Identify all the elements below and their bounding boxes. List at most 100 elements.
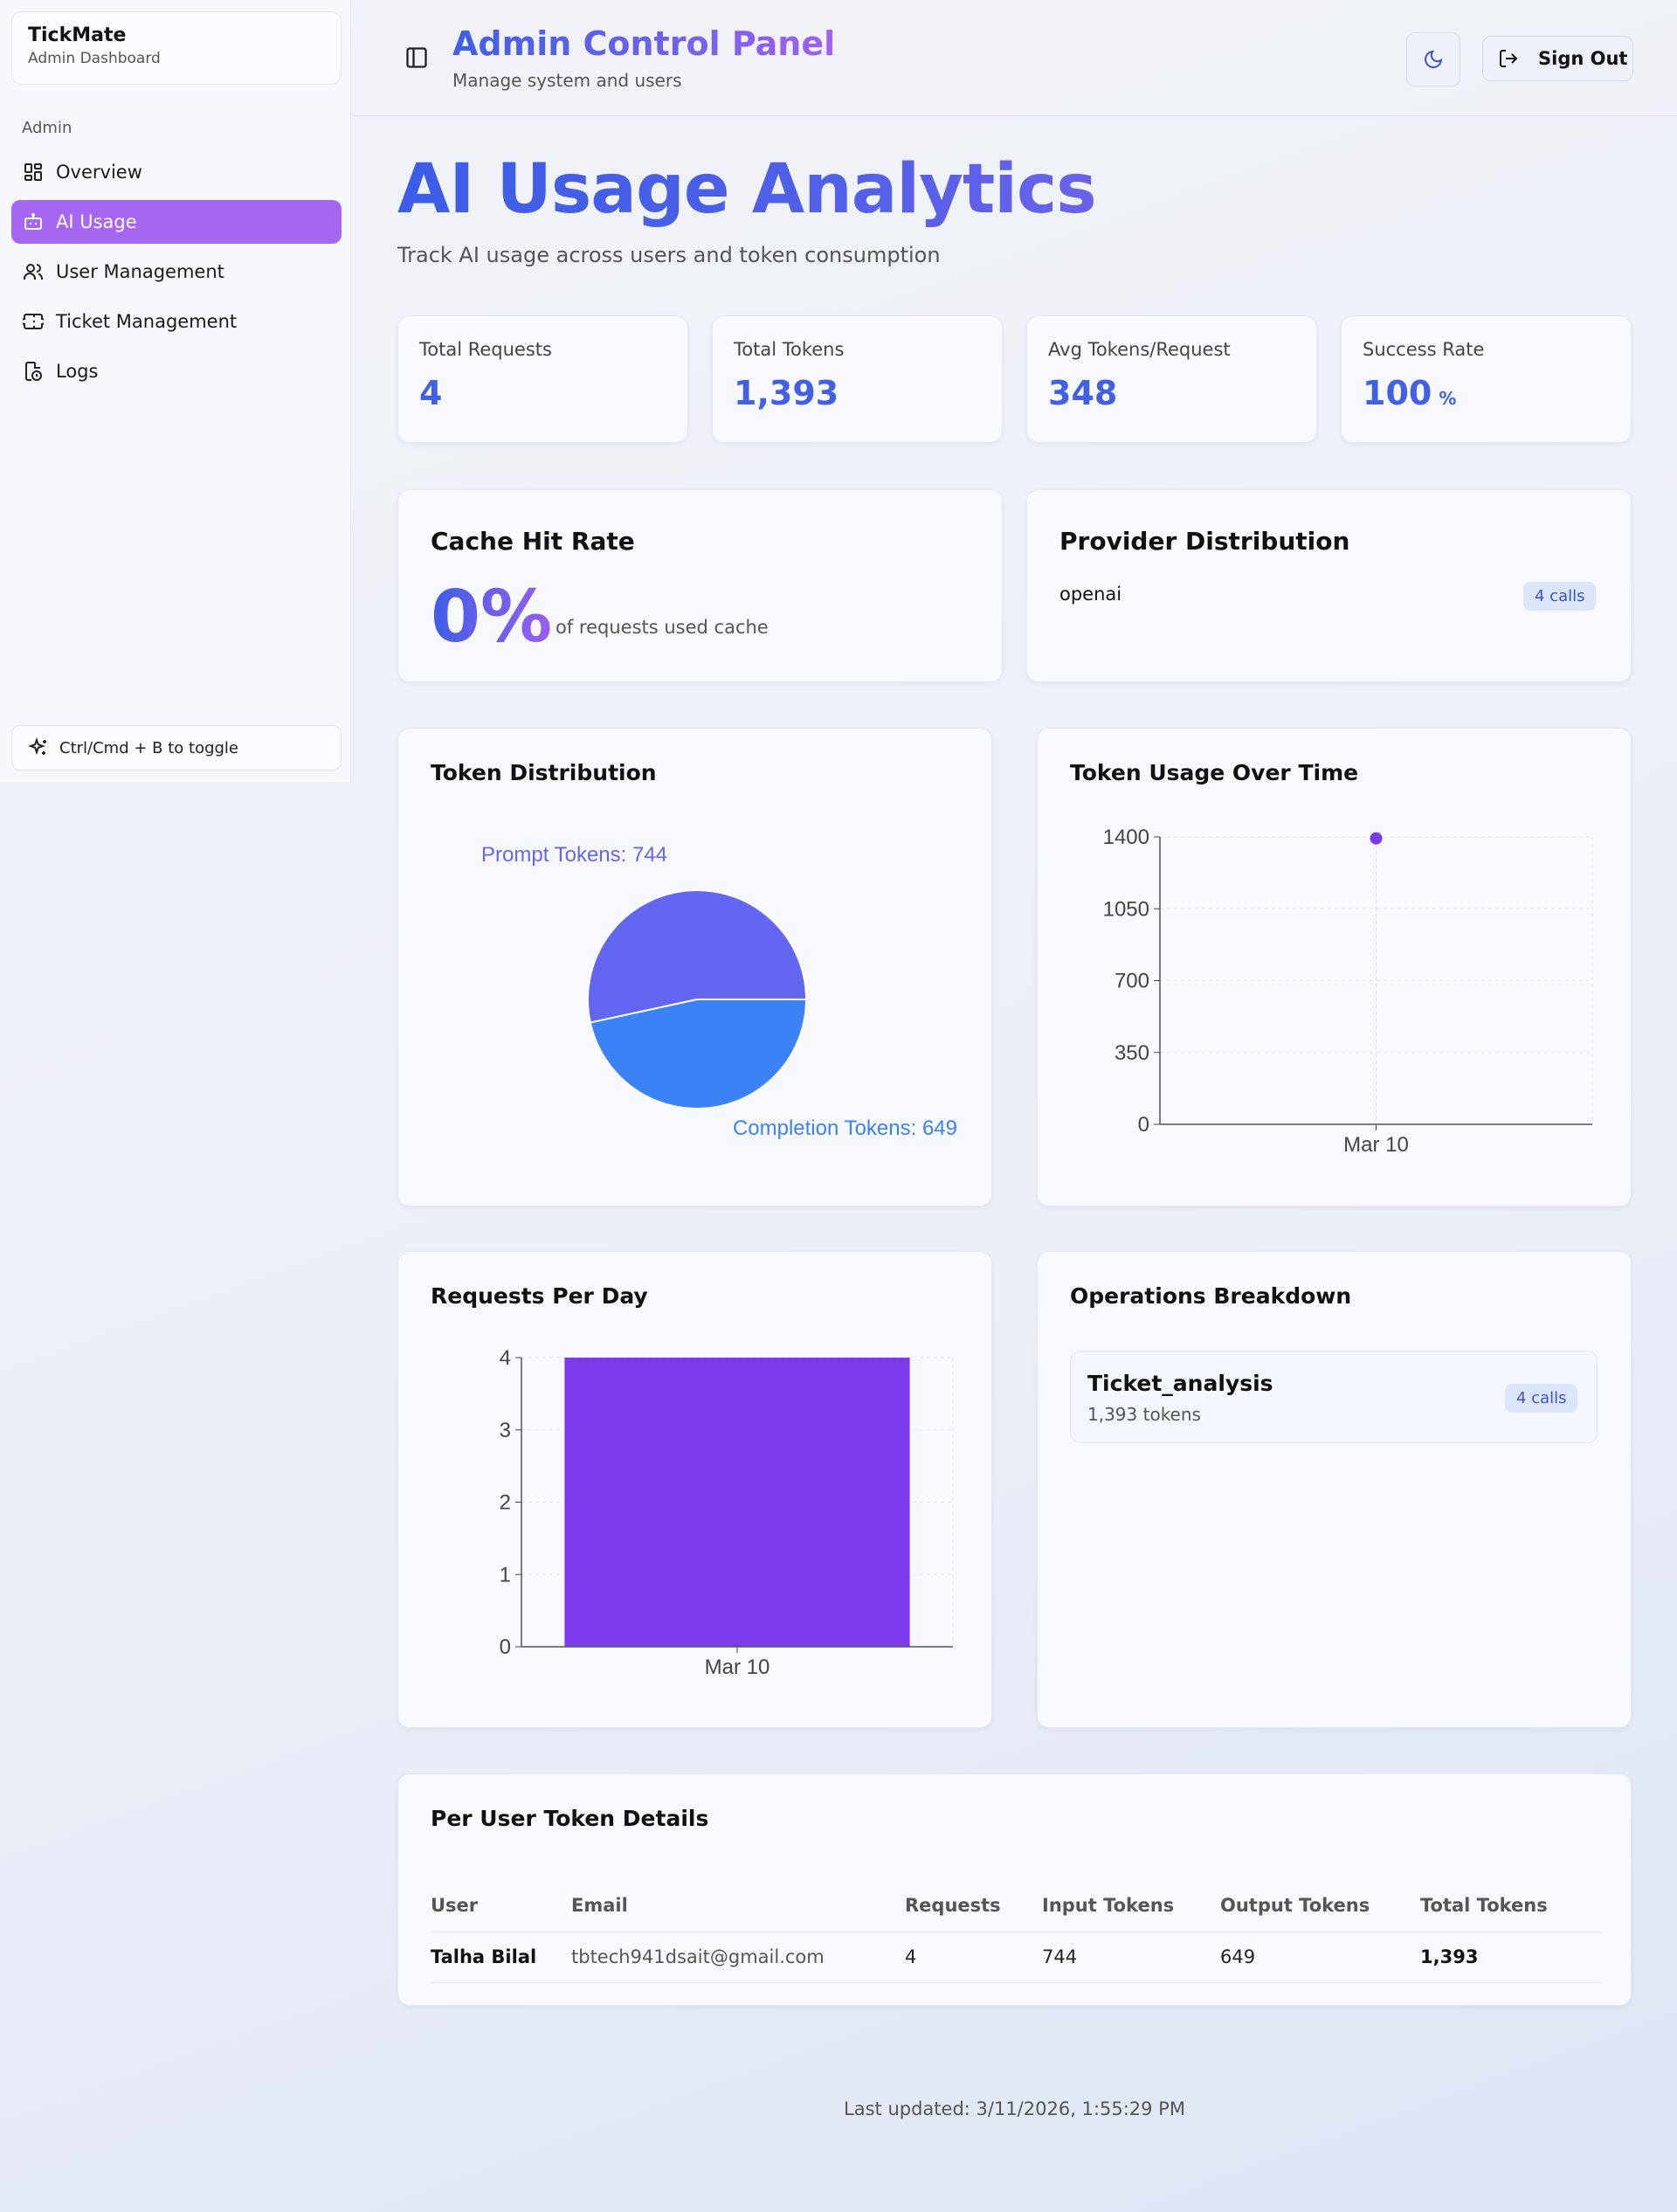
sidebar-item-label: User Management — [56, 261, 224, 282]
cell-input-tokens: 744 — [1042, 1932, 1220, 1983]
brand-name: TickMate — [28, 24, 127, 46]
sidebar-item-overview[interactable]: Overview — [11, 150, 342, 194]
card-title: Provider Distribution — [1059, 527, 1350, 556]
sidebar-item-logs[interactable]: Logs — [11, 349, 342, 393]
operation-item[interactable]: Ticket_analysis 1,393 tokens 4 calls — [1070, 1351, 1598, 1443]
theme-toggle-button[interactable] — [1406, 32, 1460, 86]
requests-per-day-card: Requests Per Day 0 1 2 3 4 Mar 10 — [397, 1251, 992, 1728]
y-tick-label: 0 — [500, 1635, 511, 1659]
per-user-token-card: Per User Token Details User Email Reques… — [397, 1773, 1632, 2006]
x-tick-label: Mar 10 — [1343, 1133, 1409, 1157]
y-tick-label: 1 — [500, 1563, 511, 1586]
stat-value: 100% — [1363, 374, 1457, 412]
sidebar-toggle-hint[interactable]: Ctrl/Cmd + B to toggle — [11, 725, 342, 771]
card-title: Token Usage Over Time — [1070, 760, 1359, 785]
users-icon — [24, 264, 43, 280]
sidebar-item-user-management[interactable]: User Management — [11, 250, 342, 294]
sidebar-nav: Overview AI Usage User Management Ticket… — [11, 150, 342, 399]
cell-user: Talha Bilal — [431, 1932, 571, 1983]
token-distribution-card: Token Distribution Prompt Tokens: 744 Co… — [397, 728, 992, 1206]
page-subtitle: Track AI usage across users and token co… — [397, 243, 941, 267]
y-tick-label: 1400 — [1103, 826, 1149, 849]
y-tick-label: 2 — [500, 1491, 511, 1515]
column-header-output-tokens: Output Tokens — [1220, 1879, 1420, 1932]
top-header: Admin Control Panel Manage system and us… — [352, 0, 1677, 116]
card-title: Token Distribution — [431, 760, 657, 785]
sparkles-icon — [28, 737, 46, 756]
stat-value: 4 — [419, 374, 443, 412]
y-tick-label: 350 — [1115, 1041, 1149, 1065]
moon-icon — [1425, 50, 1443, 68]
token-distribution-chart: Prompt Tokens: 744 Completion Tokens: 64… — [481, 843, 957, 1140]
toggle-hint-label: Ctrl/Cmd + B to toggle — [59, 738, 239, 757]
panel-left-icon[interactable] — [404, 45, 429, 70]
pie-label-completion: Completion Tokens: 649 — [733, 1116, 957, 1140]
sidebar-item-ticket-management[interactable]: Ticket Management — [11, 300, 342, 343]
cell-email: tbtech941dsait@gmail.com — [571, 1932, 905, 1983]
provider-name: openai — [1059, 584, 1122, 605]
grid-icon — [24, 163, 42, 181]
per-user-token-table: User Email Requests Input Tokens Output … — [431, 1879, 1601, 1983]
stat-card-total-tokens: Total Tokens 1,393 — [712, 315, 1003, 443]
sign-out-button[interactable]: Sign Out — [1482, 36, 1633, 81]
y-tick-label: 0 — [1138, 1113, 1149, 1137]
pie-slice-prompt-tokens — [587, 889, 808, 1024]
stat-value: 1,393 — [734, 374, 839, 412]
sidebar-item-label: AI Usage — [56, 211, 137, 232]
operations-breakdown-card: Operations Breakdown Ticket_analysis 1,3… — [1037, 1251, 1632, 1728]
stat-card-total-requests: Total Requests 4 — [397, 315, 688, 443]
stat-card-avg-tokens: Avg Tokens/Request 348 — [1026, 315, 1317, 443]
cell-total-tokens: 1,393 — [1420, 1932, 1601, 1983]
cache-hit-rate-card: Cache Hit Rate 0% of requests used cache — [397, 489, 1003, 682]
column-header-total-tokens: Total Tokens — [1420, 1879, 1601, 1932]
y-tick-label: 1050 — [1103, 897, 1149, 921]
table-header-row: User Email Requests Input Tokens Output … — [431, 1879, 1601, 1932]
token-usage-over-time-card: Token Usage Over Time 0 350 700 1050 1400 Mar… — [1037, 728, 1632, 1206]
data-point — [1370, 832, 1383, 845]
column-header-user: User — [431, 1879, 571, 1932]
last-updated-text: Last updated: 3/11/2026, 1:55:29 PM — [844, 2098, 1185, 2119]
header-subtitle: Manage system and users — [452, 70, 682, 91]
cell-requests: 4 — [905, 1932, 1042, 1983]
column-header-requests: Requests — [905, 1879, 1042, 1932]
stat-value: 348 — [1048, 374, 1118, 412]
stat-label: Avg Tokens/Request — [1048, 339, 1231, 360]
x-tick-label: Mar 10 — [705, 1656, 770, 1679]
brand-subtitle: Admin Dashboard — [28, 50, 161, 67]
y-tick-label: 4 — [500, 1346, 511, 1370]
pie-slice-completion-tokens — [589, 999, 808, 1109]
sidebar: TickMate Admin Dashboard Admin Overview … — [0, 0, 351, 782]
column-header-email: Email — [571, 1879, 905, 1932]
stat-label: Total Tokens — [734, 339, 845, 360]
cache-hit-note: of requests used cache — [556, 617, 769, 638]
header-title: Admin Control Panel — [452, 24, 836, 63]
cell-output-tokens: 649 — [1220, 1932, 1420, 1983]
sidebar-item-label: Overview — [56, 162, 142, 183]
sign-out-label: Sign Out — [1538, 48, 1628, 69]
operation-calls-badge: 4 calls — [1505, 1384, 1578, 1413]
column-header-input-tokens: Input Tokens — [1042, 1879, 1220, 1932]
cache-hit-value: 0% — [431, 576, 553, 659]
card-title: Operations Breakdown — [1070, 1283, 1352, 1309]
table-row[interactable]: Talha Bilal tbtech941dsait@gmail.com 4 7… — [431, 1932, 1601, 1983]
token-usage-line-chart: 0 350 700 1050 1400 Mar 10 — [1103, 826, 1593, 1157]
operation-name: Ticket_analysis — [1087, 1371, 1273, 1396]
stat-label: Total Requests — [419, 339, 552, 360]
sidebar-section-label: Admin — [22, 119, 72, 137]
card-title: Per User Token Details — [431, 1806, 709, 1831]
sidebar-item-ai-usage[interactable]: AI Usage — [11, 200, 342, 244]
y-tick-label: 700 — [1115, 970, 1149, 993]
provider-distribution-card: Provider Distribution openai 4 calls — [1026, 489, 1632, 682]
stat-label: Success Rate — [1363, 339, 1485, 360]
y-tick-label: 3 — [500, 1419, 511, 1442]
stat-unit: % — [1439, 388, 1457, 409]
pie-label-prompt: Prompt Tokens: 744 — [481, 843, 667, 867]
ticket-icon — [23, 314, 44, 329]
card-title: Requests Per Day — [431, 1283, 648, 1309]
card-title: Cache Hit Rate — [431, 527, 635, 556]
operation-tokens: 1,393 tokens — [1087, 1404, 1201, 1425]
page-title: AI Usage Analytics — [397, 150, 1097, 229]
requests-bar-chart: 0 1 2 3 4 Mar 10 — [500, 1346, 954, 1679]
sidebar-item-label: Ticket Management — [56, 311, 238, 332]
brand-card[interactable]: TickMate Admin Dashboard — [11, 11, 342, 85]
